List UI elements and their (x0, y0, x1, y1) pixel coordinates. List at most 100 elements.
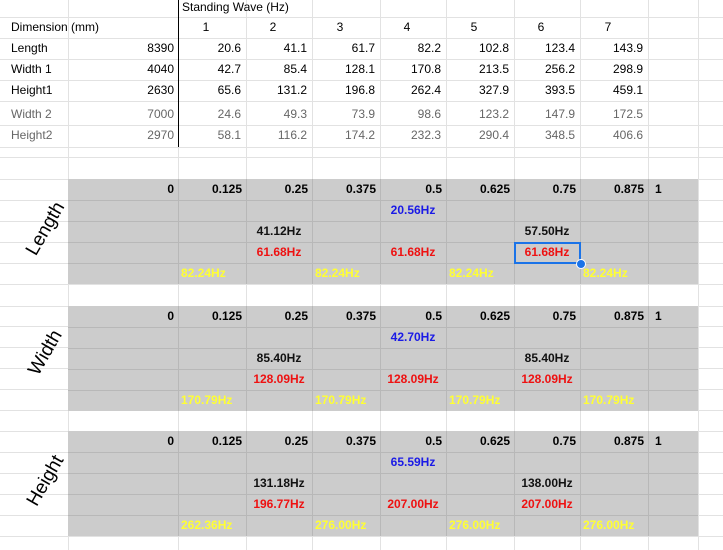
row-name[interactable]: Width 1 (11, 62, 52, 76)
frequency-cell[interactable]: 61.68Hz (524, 245, 570, 259)
harmonic-value[interactable]: 123.4 (544, 41, 575, 55)
frequency-cell[interactable]: 170.79Hz (583, 393, 635, 407)
frequency-cell[interactable]: 61.68Hz (390, 245, 436, 259)
harmonic-value[interactable]: 49.3 (283, 107, 307, 121)
harmonic-value[interactable]: 459.1 (612, 83, 643, 97)
harmonic-value[interactable]: 82.2 (417, 41, 441, 55)
harmonic-value[interactable]: 298.9 (612, 62, 643, 76)
row-dimension[interactable]: 2970 (147, 128, 174, 142)
fraction-header[interactable]: 1 (655, 309, 662, 323)
harmonic-value[interactable]: 102.8 (478, 41, 509, 55)
harmonic-value[interactable]: 65.6 (217, 83, 241, 97)
harmonic-value[interactable]: 393.5 (544, 83, 575, 97)
row-name[interactable]: Height1 (11, 83, 53, 97)
harmonic-header[interactable]: 1 (202, 20, 210, 34)
frequency-cell[interactable]: 262.36Hz (181, 518, 233, 532)
row-name[interactable]: Width 2 (11, 107, 52, 121)
harmonic-value[interactable]: 213.5 (478, 62, 509, 76)
frequency-cell[interactable]: 82.24Hz (181, 266, 226, 280)
row-dimension[interactable]: 2630 (147, 83, 174, 97)
harmonic-value[interactable]: 58.1 (217, 128, 241, 142)
harmonic-value[interactable]: 262.4 (410, 83, 441, 97)
frequency-cell[interactable]: 82.24Hz (315, 266, 360, 280)
fraction-header[interactable]: 0.125 (211, 309, 242, 323)
fraction-header[interactable]: 0.625 (479, 182, 510, 196)
harmonic-header[interactable]: 4 (403, 20, 411, 34)
harmonic-value[interactable]: 98.6 (417, 107, 441, 121)
frequency-cell[interactable]: 128.09Hz (387, 372, 439, 386)
fraction-header[interactable]: 1 (655, 434, 662, 448)
harmonic-header[interactable]: 3 (336, 20, 344, 34)
harmonic-value[interactable]: 42.7 (217, 62, 241, 76)
row-dimension[interactable]: 4040 (147, 62, 174, 76)
fraction-header[interactable]: 1 (655, 182, 662, 196)
frequency-cell[interactable]: 57.50Hz (524, 224, 570, 238)
fraction-header[interactable]: 0 (167, 434, 174, 448)
harmonic-header[interactable]: 6 (537, 20, 545, 34)
fraction-header[interactable]: 0.75 (552, 434, 576, 448)
harmonic-value[interactable]: 327.9 (478, 83, 509, 97)
header-title[interactable]: Standing Wave (Hz) (182, 0, 289, 14)
harmonic-value[interactable]: 123.2 (478, 107, 509, 121)
fraction-header[interactable]: 0 (167, 182, 174, 196)
frequency-cell[interactable]: 42.70Hz (390, 330, 436, 344)
frequency-cell[interactable]: 170.79Hz (449, 393, 501, 407)
row-dimension[interactable]: 8390 (147, 41, 174, 55)
fraction-header[interactable]: 0.375 (345, 182, 376, 196)
frequency-cell[interactable]: 85.40Hz (524, 351, 570, 365)
frequency-cell[interactable]: 170.79Hz (181, 393, 233, 407)
harmonic-value[interactable]: 20.6 (217, 41, 241, 55)
fraction-header[interactable]: 0.125 (211, 434, 242, 448)
harmonic-value[interactable]: 196.8 (344, 83, 375, 97)
fraction-header[interactable]: 0.5 (425, 182, 442, 196)
fraction-header[interactable]: 0.25 (284, 309, 308, 323)
harmonic-value[interactable]: 348.5 (544, 128, 575, 142)
harmonic-value[interactable]: 131.2 (276, 83, 307, 97)
dimension-label[interactable]: Dimension (mm) (11, 20, 100, 34)
frequency-cell[interactable]: 82.24Hz (583, 266, 628, 280)
fraction-header[interactable]: 0.625 (479, 434, 510, 448)
harmonic-value[interactable]: 406.6 (612, 128, 643, 142)
frequency-cell[interactable]: 131.18Hz (253, 476, 305, 490)
fraction-header[interactable]: 0.75 (552, 309, 576, 323)
fraction-header[interactable]: 0.875 (613, 434, 644, 448)
frequency-cell[interactable]: 207.00Hz (521, 497, 573, 511)
frequency-cell[interactable]: 82.24Hz (449, 266, 494, 280)
fraction-header[interactable]: 0.375 (345, 309, 376, 323)
fraction-header[interactable]: 0.625 (479, 309, 510, 323)
harmonic-value[interactable]: 170.8 (410, 62, 441, 76)
harmonic-value[interactable]: 172.5 (612, 107, 643, 121)
selected-cell-outline[interactable] (514, 242, 581, 264)
fraction-header[interactable]: 0.25 (284, 182, 308, 196)
harmonic-header[interactable]: 5 (470, 20, 478, 34)
fraction-header[interactable]: 0.375 (345, 434, 376, 448)
fraction-header[interactable]: 0.125 (211, 182, 242, 196)
fraction-header[interactable]: 0.25 (284, 434, 308, 448)
frequency-cell[interactable]: 128.09Hz (253, 372, 305, 386)
harmonic-header[interactable]: 2 (269, 20, 277, 34)
frequency-cell[interactable]: 276.00Hz (449, 518, 501, 532)
fraction-header[interactable]: 0.5 (425, 434, 442, 448)
fraction-header[interactable]: 0 (167, 309, 174, 323)
row-name[interactable]: Length (11, 41, 48, 55)
harmonic-value[interactable]: 41.1 (283, 41, 307, 55)
frequency-cell[interactable]: 276.00Hz (315, 518, 367, 532)
frequency-cell[interactable]: 170.79Hz (315, 393, 367, 407)
harmonic-value[interactable]: 24.6 (217, 107, 241, 121)
frequency-cell[interactable]: 196.77Hz (253, 497, 305, 511)
frequency-cell[interactable]: 138.00Hz (521, 476, 573, 490)
harmonic-value[interactable]: 73.9 (351, 107, 375, 121)
harmonic-value[interactable]: 256.2 (544, 62, 575, 76)
harmonic-value[interactable]: 116.2 (277, 128, 307, 142)
fraction-header[interactable]: 0.875 (613, 182, 644, 196)
harmonic-value[interactable]: 61.7 (351, 41, 375, 55)
harmonic-value[interactable]: 143.9 (612, 41, 643, 55)
frequency-cell[interactable]: 61.68Hz (256, 245, 302, 259)
frequency-cell[interactable]: 85.40Hz (256, 351, 302, 365)
harmonic-value[interactable]: 290.4 (478, 128, 509, 142)
frequency-cell[interactable]: 128.09Hz (521, 372, 573, 386)
fraction-header[interactable]: 0.5 (425, 309, 442, 323)
harmonic-value[interactable]: 232.3 (410, 128, 441, 142)
frequency-cell[interactable]: 20.56Hz (390, 203, 436, 217)
